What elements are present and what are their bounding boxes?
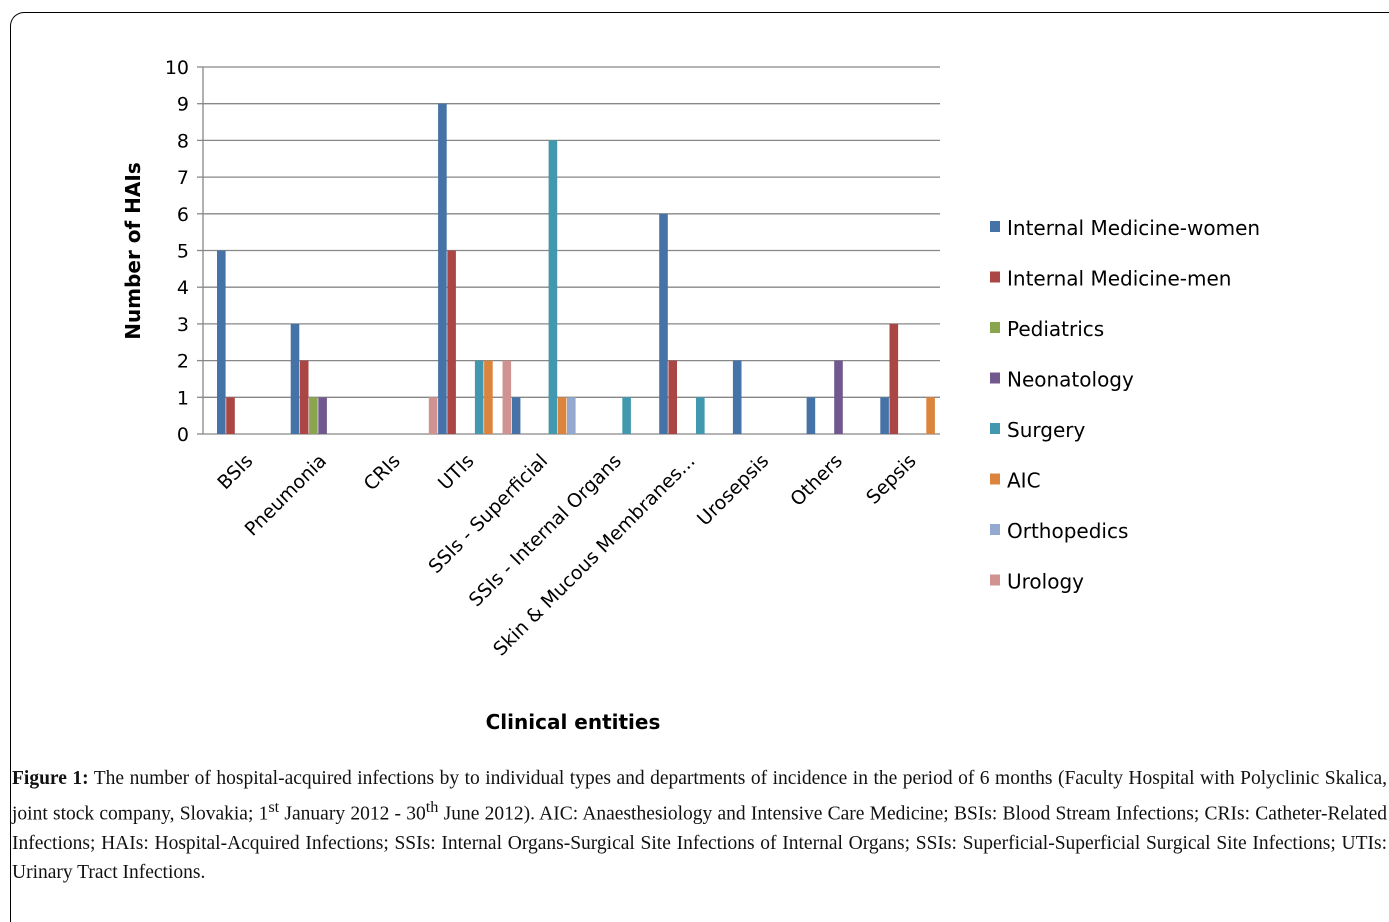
legend-label: Orthopedics: [1007, 519, 1128, 543]
bar-internal-medicine-women: [659, 213, 668, 434]
x-tick-label: SSIs - Internal Organs: [465, 450, 626, 611]
y-tick-label: 2: [177, 351, 189, 373]
legend-label: Internal Medicine-women: [1007, 216, 1260, 240]
bar-pediatrics: [309, 397, 318, 434]
bar-internal-medicine-men: [889, 323, 899, 434]
caption-text-2: January 2012 - 30: [279, 803, 426, 825]
caption-sup-1: st: [268, 798, 280, 816]
bar-internal-medicine-women: [732, 360, 742, 434]
legend-label: Pediatrics: [1007, 317, 1104, 341]
figure-caption: Figure 1: The number of hospital-acquire…: [12, 764, 1387, 887]
caption-sup-2: th: [425, 798, 439, 816]
y-tick-label: 4: [177, 277, 189, 299]
y-tick-label: 8: [177, 130, 189, 152]
bar-surgery: [474, 360, 484, 434]
legend-swatch: [990, 271, 1000, 283]
bar-internal-medicine-women: [511, 397, 521, 434]
y-tick-label: 3: [177, 314, 189, 336]
x-tick-label: Urosepsis: [693, 450, 773, 530]
bar-internal-medicine-women: [806, 397, 816, 434]
bar-internal-medicine-women: [217, 250, 226, 434]
bar-neonatology: [318, 397, 327, 434]
bar-urology: [502, 360, 512, 434]
legend-swatch: [990, 473, 1000, 485]
bar-surgery: [622, 397, 631, 434]
legend-swatch: [990, 524, 1000, 535]
legend-label: Neonatology: [1007, 368, 1134, 392]
x-tick-label: UTIs: [434, 450, 479, 495]
y-axis-title: Number of HAIs: [121, 162, 145, 340]
bar-internal-medicine-men: [668, 360, 677, 434]
bar-neonatology: [834, 360, 843, 434]
caption-text-1: The number of hospital-acquired infectio…: [12, 768, 1387, 825]
legend-swatch: [990, 221, 1000, 232]
y-tick-label: 1: [177, 387, 189, 409]
bar-internal-medicine-men: [299, 360, 309, 434]
bar-internal-medicine-men: [226, 397, 235, 434]
x-tick-label: CRIs: [360, 450, 405, 495]
x-tick-label: Sepsis: [862, 450, 921, 509]
x-axis-title: Clinical entities: [486, 710, 661, 734]
legend-label: Urology: [1007, 570, 1084, 594]
bar-internal-medicine-women: [290, 323, 300, 434]
y-tick-label: 5: [177, 241, 189, 263]
y-tick-label: 6: [177, 204, 189, 226]
bar-orthopedics: [567, 397, 576, 434]
legend-swatch: [990, 322, 1000, 333]
y-tick-label: 7: [177, 167, 189, 189]
legend-swatch: [990, 574, 1000, 586]
y-tick-label: 10: [165, 57, 189, 79]
legend-swatch: [990, 423, 1000, 434]
bar-internal-medicine-women: [880, 397, 889, 434]
figure-frame: [10, 12, 1389, 922]
bar-surgery: [696, 397, 705, 434]
caption-text-3: June 2012). AIC: Anaesthesiology and Int…: [12, 803, 1388, 883]
bar-surgery: [548, 140, 558, 434]
bar-urology: [428, 397, 438, 434]
x-tick-label: Others: [786, 450, 847, 511]
legend-label: AIC: [1007, 469, 1041, 493]
bar-internal-medicine-women: [438, 103, 447, 434]
bar-internal-medicine-men: [447, 250, 456, 434]
x-tick-label: BSIs: [213, 450, 257, 494]
legend-label: Surgery: [1007, 418, 1085, 442]
legend-swatch: [990, 372, 1000, 384]
y-tick-label: 0: [177, 424, 189, 446]
caption-lead: Figure 1:: [12, 768, 89, 789]
legend-label: Internal Medicine-men: [1007, 267, 1231, 291]
bar-aic: [557, 397, 567, 434]
y-tick-label: 9: [177, 94, 189, 116]
bar-aic: [926, 397, 935, 434]
bar-aic: [484, 360, 493, 434]
